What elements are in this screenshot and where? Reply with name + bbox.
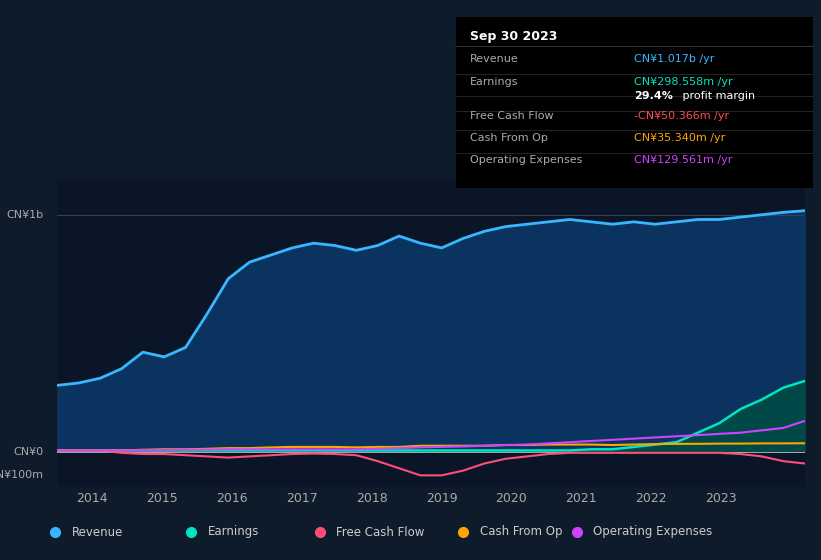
Text: Earnings: Earnings [470,77,518,87]
Text: Revenue: Revenue [72,525,123,539]
Text: -CN¥100m: -CN¥100m [0,470,44,480]
Text: -CN¥50.366m /yr: -CN¥50.366m /yr [635,111,729,121]
Text: profit margin: profit margin [679,91,755,101]
Text: Cash From Op: Cash From Op [480,525,562,539]
Text: CN¥1b: CN¥1b [7,210,44,220]
Text: CN¥35.340m /yr: CN¥35.340m /yr [635,133,726,143]
Text: Operating Expenses: Operating Expenses [470,155,582,165]
Text: CN¥0: CN¥0 [13,447,44,456]
Text: Earnings: Earnings [208,525,259,539]
Text: Free Cash Flow: Free Cash Flow [470,111,553,121]
Text: Free Cash Flow: Free Cash Flow [337,525,424,539]
Text: Cash From Op: Cash From Op [470,133,548,143]
Text: CN¥298.558m /yr: CN¥298.558m /yr [635,77,733,87]
Text: CN¥129.561m /yr: CN¥129.561m /yr [635,155,732,165]
Text: CN¥1.017b /yr: CN¥1.017b /yr [635,54,714,64]
Text: 29.4%: 29.4% [635,91,673,101]
Text: Sep 30 2023: Sep 30 2023 [470,30,557,44]
Text: Revenue: Revenue [470,54,519,64]
Text: Operating Expenses: Operating Expenses [594,525,713,539]
